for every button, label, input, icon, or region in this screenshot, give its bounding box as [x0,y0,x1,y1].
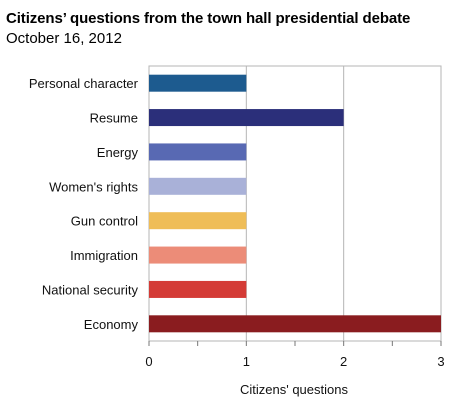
x-tick-label: 0 [145,354,152,369]
y-category-label: Gun control [71,214,138,229]
bar-energy [149,143,247,161]
chart-title: Citizens’ questions from the town hall p… [6,10,411,27]
plot-frame [148,65,442,342]
axis-layer: 0 1 2 3 Personal character Resume Energy Women'… [29,76,445,369]
y-category-label: National security [42,282,139,297]
x-axis-title: Citizens' questions [240,382,348,397]
bar-economy [149,315,441,333]
bar-personal-character [149,74,247,92]
y-category-label: Resume [90,111,138,126]
x-tick-label: 3 [437,354,444,369]
y-category-label: Women's rights [49,179,138,194]
y-category-label: Immigration [70,248,138,263]
bar-women-s-rights [149,177,247,195]
bar-immigration [149,246,247,264]
y-category-label: Energy [97,145,139,160]
bar-gun-control [149,212,247,230]
y-category-label: Personal character [29,76,139,91]
bar-layer [149,74,441,333]
chart-subtitle: October 16, 2012 [6,30,122,47]
x-tick-label: 1 [243,354,250,369]
bar-national-security [149,280,247,298]
bar-resume [149,109,344,127]
x-tick-label: 2 [340,354,347,369]
grid-layer [148,65,442,342]
y-category-label: Economy [84,317,139,332]
